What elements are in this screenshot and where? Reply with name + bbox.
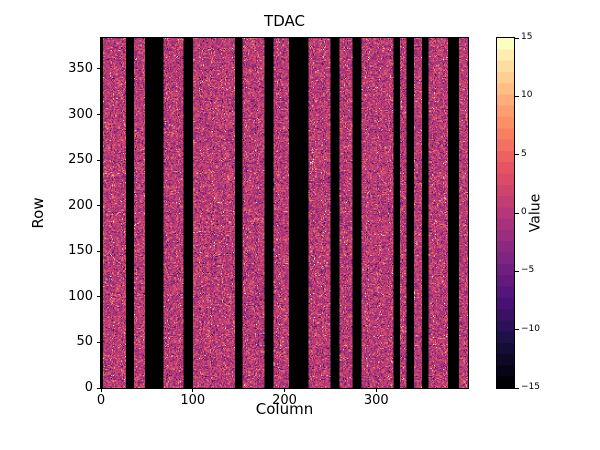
x-tick-mark — [100, 388, 102, 392]
colorbar-tick-mark — [515, 37, 519, 39]
chart-title: TDAC — [264, 12, 305, 30]
colorbar-tick-mark — [515, 270, 519, 272]
y-tick-label: 150 — [68, 243, 93, 259]
x-axis-label: Column — [255, 400, 314, 418]
y-tick-mark — [97, 341, 101, 343]
y-tick-label: 250 — [68, 152, 93, 168]
y-tick-mark — [97, 250, 101, 252]
y-tick-mark — [97, 114, 101, 116]
colorbar-tick-mark — [515, 387, 519, 389]
plot-area — [100, 37, 469, 389]
y-tick-mark — [97, 68, 101, 70]
y-tick-label: 50 — [76, 334, 93, 350]
x-tick-label: 300 — [363, 393, 389, 408]
y-tick-mark — [97, 296, 101, 298]
x-tick-mark — [375, 388, 377, 392]
colorbar — [496, 37, 515, 389]
y-tick-label: 350 — [68, 60, 93, 76]
colorbar-tick-label: 15 — [521, 32, 533, 42]
y-tick-mark — [97, 387, 101, 389]
colorbar-tick-label: −5 — [521, 265, 535, 276]
colorbar-tick-mark — [515, 329, 519, 331]
y-tick-label: 100 — [68, 288, 93, 304]
colorbar-canvas — [497, 38, 514, 388]
colorbar-tick-label: 5 — [521, 148, 527, 159]
x-tick-mark — [192, 388, 194, 392]
y-tick-mark — [97, 159, 101, 161]
colorbar-tick-label: 0 — [521, 207, 527, 217]
colorbar-tick-label: −15 — [521, 382, 540, 392]
x-tick-mark — [284, 388, 285, 392]
colorbar-tick-mark — [515, 95, 519, 97]
x-tick-label: 0 — [96, 393, 106, 408]
y-tick-label: 0 — [84, 380, 93, 395]
colorbar-tick-label: 10 — [521, 90, 533, 101]
y-tick-label: 200 — [68, 197, 93, 213]
heatmap-canvas — [101, 38, 468, 388]
colorbar-tick-label: −10 — [521, 323, 540, 334]
colorbar-tick-mark — [515, 212, 519, 214]
x-tick-label: 100 — [180, 393, 206, 408]
y-tick-mark — [97, 205, 101, 207]
x-tick-label: 200 — [272, 393, 297, 408]
colorbar-tick-mark — [515, 154, 519, 156]
y-tick-label: 300 — [68, 106, 93, 122]
